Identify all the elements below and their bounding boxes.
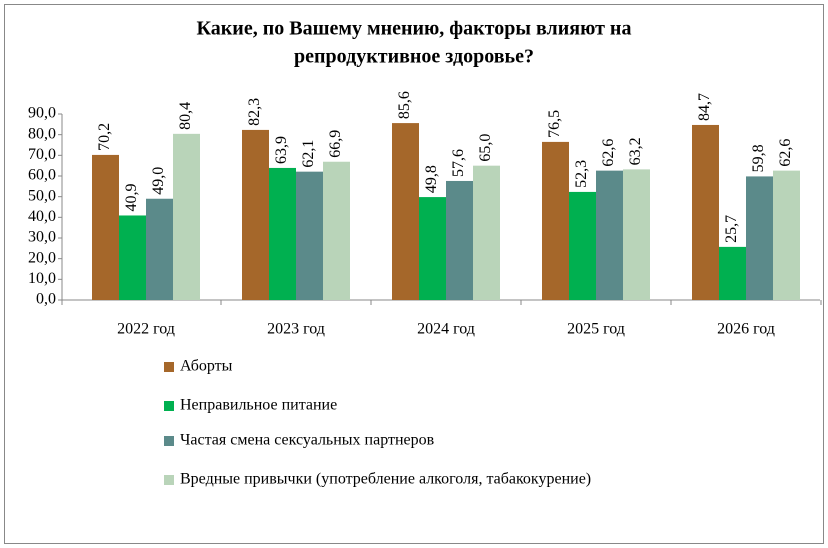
bar xyxy=(542,141,569,300)
value-label: 80,4 xyxy=(177,102,194,130)
value-label: 62,1 xyxy=(300,140,317,168)
bar xyxy=(719,246,746,300)
value-label: 59,8 xyxy=(750,144,767,172)
legend-label: Неправильное питание xyxy=(180,397,337,414)
bar xyxy=(773,170,800,300)
bar xyxy=(623,169,650,300)
y-tick-label: 30,0 xyxy=(28,229,56,246)
value-label: 40,9 xyxy=(123,183,140,211)
chart-subtitle: репродуктивное здоровье? xyxy=(294,46,534,68)
bar xyxy=(296,171,323,300)
y-tick-label: 40,0 xyxy=(28,208,56,225)
value-label: 62,6 xyxy=(777,139,794,167)
y-tick-label: 70,0 xyxy=(28,146,56,163)
legend-marker xyxy=(164,362,174,372)
bar xyxy=(323,161,350,300)
y-tick-label: 0,0 xyxy=(36,291,56,308)
value-label: 76,5 xyxy=(546,110,563,138)
bar xyxy=(119,215,146,300)
y-tick-label: 50,0 xyxy=(28,187,56,204)
value-label: 25,7 xyxy=(723,215,740,243)
value-label: 52,3 xyxy=(573,160,590,188)
y-tick-label: 60,0 xyxy=(28,167,56,184)
value-label: 84,7 xyxy=(696,93,713,121)
bar xyxy=(146,198,173,300)
y-tick-label: 90,0 xyxy=(28,105,56,122)
legend-marker xyxy=(164,436,174,446)
value-label: 49,0 xyxy=(150,167,167,195)
x-tick-label: 2026 год xyxy=(717,321,775,338)
bar xyxy=(392,123,419,301)
value-label: 85,6 xyxy=(396,91,413,119)
value-label: 63,2 xyxy=(627,137,644,165)
value-label: 70,2 xyxy=(96,123,113,151)
bar xyxy=(269,167,296,300)
bar xyxy=(173,133,200,300)
legend-label: Вредные привычки (употребление алкоголя,… xyxy=(180,471,591,488)
bar xyxy=(746,176,773,300)
bar xyxy=(473,165,500,300)
chart-title: Какие, по Вашему мнению, факторы влияют … xyxy=(197,18,632,40)
value-label: 57,6 xyxy=(450,149,467,177)
y-tick-label: 10,0 xyxy=(28,270,56,287)
bar xyxy=(419,197,446,300)
y-tick-label: 80,0 xyxy=(28,125,56,142)
x-tick-label: 2022 год xyxy=(117,321,175,338)
value-label: 66,9 xyxy=(327,130,344,158)
legend-label: Частая смена сексуальных партнеров xyxy=(180,432,435,449)
bar xyxy=(92,154,119,300)
value-label: 62,6 xyxy=(600,139,617,167)
value-label: 65,0 xyxy=(477,134,494,162)
value-label: 82,3 xyxy=(246,98,263,126)
x-tick-label: 2023 год xyxy=(267,321,325,338)
x-tick-label: 2025 год xyxy=(567,321,625,338)
legend-marker xyxy=(164,475,174,485)
x-tick-label: 2024 год xyxy=(417,321,475,338)
bar xyxy=(569,191,596,300)
bar xyxy=(596,170,623,300)
value-label: 49,8 xyxy=(423,165,440,193)
bar xyxy=(692,124,719,300)
y-tick-label: 20,0 xyxy=(28,249,56,266)
bar xyxy=(446,180,473,300)
bar xyxy=(242,129,269,300)
value-label: 63,9 xyxy=(273,136,290,164)
legend-marker xyxy=(164,401,174,411)
legend-label: Аборты xyxy=(180,358,233,375)
